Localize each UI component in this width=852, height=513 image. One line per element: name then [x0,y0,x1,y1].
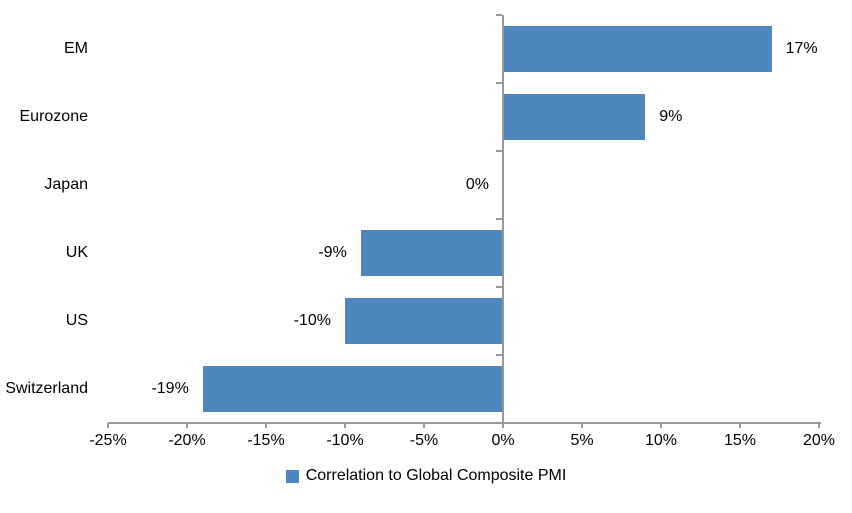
bar-us [345,298,502,344]
value-label-eurozone: 9% [659,108,683,125]
x-tick-label: 20% [802,432,836,449]
value-label-uk: -9% [318,244,347,261]
category-label-japan: Japan [44,176,88,193]
bar-em [504,26,772,72]
y-axis-category-tick [496,150,502,152]
y-axis-category-tick [496,354,502,356]
category-label-eurozone: Eurozone [19,108,89,125]
bar-switzerland [202,366,502,412]
x-tick-label: -5% [409,432,439,449]
x-tick-label: 0% [491,432,515,449]
legend-marker-icon [285,469,299,483]
bar-uk [360,230,502,276]
x-tick-label: 10% [644,432,678,449]
x-tick-label: -10% [326,432,364,449]
bar-eurozone [504,94,646,140]
y-axis-category-tick [496,422,502,424]
category-label-switzerland: Switzerland [5,380,88,397]
value-label-switzerland: -19% [151,380,189,397]
x-axis-tick [265,423,267,428]
x-axis-tick [107,423,109,428]
x-axis-line [108,422,821,424]
x-tick-label: -20% [168,432,206,449]
legend: Correlation to Global Composite PMI [0,467,852,485]
y-axis-category-tick [496,286,502,288]
y-axis-category-tick [496,82,502,84]
category-label-us: US [65,312,88,329]
value-label-us: -10% [293,312,331,329]
category-label-em: EM [64,40,88,57]
value-label-em: 17% [785,40,818,57]
x-axis-tick [186,423,188,428]
y-axis-category-tick [496,14,502,16]
y-axis-line [502,15,504,428]
x-tick-label: -15% [247,432,285,449]
value-label-japan: 0% [465,176,489,193]
category-label-uk: UK [65,244,88,261]
legend-label: Correlation to Global Composite PMI [305,467,567,484]
y-axis-category-tick [496,218,502,220]
x-tick-label: 5% [570,432,594,449]
x-axis-tick [660,423,662,428]
x-axis-tick [818,423,820,428]
x-axis-tick [739,423,741,428]
x-axis-tick [581,423,583,428]
x-axis-tick [344,423,346,428]
x-axis-tick [423,423,425,428]
x-tick-label: 15% [723,432,757,449]
x-tick-label: -25% [89,432,127,449]
